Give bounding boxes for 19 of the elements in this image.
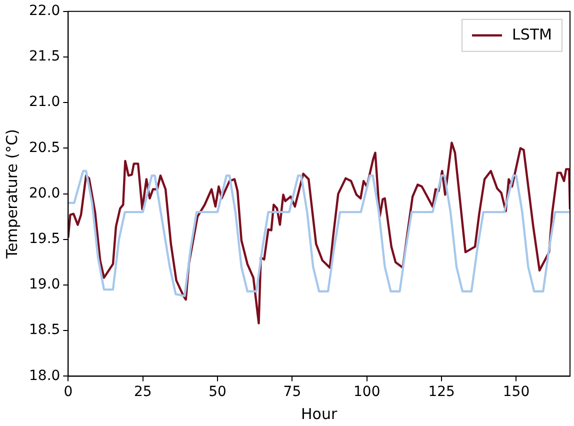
y-tick-label: 21.5 [29,48,60,65]
y-tick-label: 20.0 [29,185,60,202]
y-tick-label: 22.0 [29,3,60,20]
x-tick-label: 50 [208,384,226,400]
x-tick-label: 125 [428,384,455,400]
x-tick-label: 25 [134,384,152,400]
y-tick-label: 19.5 [29,231,60,248]
y-tick-label: 20.5 [29,140,60,156]
x-axis-title: Hour [301,404,338,423]
x-tick-label: 75 [283,384,302,400]
x-tick-label: 100 [354,384,380,400]
legend-label: LSTM [512,25,552,44]
x-tick-label: 150 [502,384,530,400]
y-tick-label: 21.0 [29,94,60,110]
x-tick-label: 0 [64,384,73,400]
y-tick-label: 18.0 [29,368,60,384]
y-tick-label: 19.0 [29,276,60,293]
y-axis-title: Temperature (°C) [2,129,21,260]
y-tick-label: 18.5 [29,322,60,338]
